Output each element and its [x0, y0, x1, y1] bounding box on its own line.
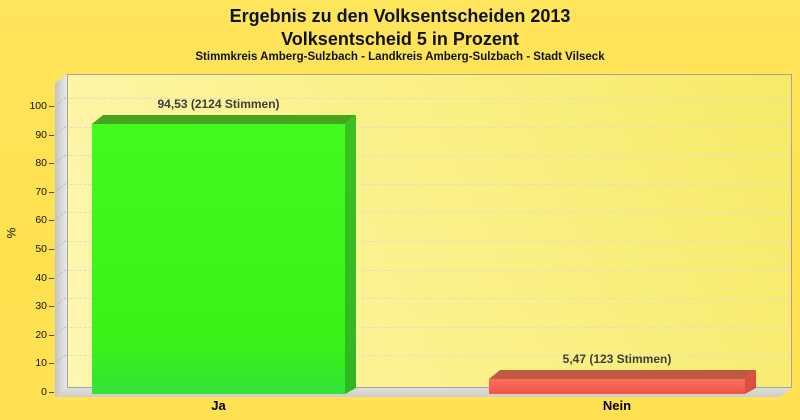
gridline-70	[69, 184, 791, 185]
y-tick-label-80: 80	[35, 157, 47, 169]
bar-ja	[92, 124, 345, 394]
y-tick-label-20: 20	[35, 329, 47, 341]
y-tick-mark	[49, 135, 54, 136]
bar-nein-value-label: 5,47 (123 Stimmen)	[562, 352, 672, 366]
plot-floor	[55, 388, 792, 397]
y-tick-label-50: 50	[35, 243, 47, 255]
gridline-50	[69, 241, 791, 242]
y-tick-mark	[49, 163, 54, 164]
category-label-nein: Nein	[602, 398, 632, 413]
y-tick-mark	[49, 249, 54, 250]
y-tick-mark	[49, 106, 54, 107]
bar-nein	[489, 379, 745, 394]
y-tick-label-10: 10	[35, 357, 47, 369]
y-tick-label-60: 60	[35, 214, 47, 226]
y-axis-label: %	[4, 227, 19, 239]
bar-ja-value-label: 94,53 (2124 Stimmen)	[157, 97, 280, 111]
category-label-ja: Ja	[211, 398, 226, 413]
y-tick-mark	[49, 278, 54, 279]
gridline-10	[69, 355, 791, 356]
gridline-40	[69, 270, 791, 271]
y-tick-mark	[49, 392, 54, 393]
bar-nein-side-face	[745, 370, 756, 394]
y-tick-mark	[49, 363, 54, 364]
gridline-30	[69, 298, 791, 299]
y-tick-label-40: 40	[35, 272, 47, 284]
bar-nein-top-face	[489, 370, 756, 379]
gridline-60	[69, 212, 791, 213]
chart-title-line1: Ergebnis zu den Volksentscheiden 2013	[229, 6, 571, 26]
y-tick-label-70: 70	[35, 186, 47, 198]
bar-ja-side-face	[345, 115, 356, 394]
y-tick-label-90: 90	[35, 129, 47, 141]
y-tick-mark	[49, 192, 54, 193]
chart-title-line2: Volksentscheid 5 in Prozent	[281, 29, 519, 49]
chart-subtitle: Stimmkreis Amberg-Sulzbach - Landkreis A…	[195, 51, 605, 63]
y-tick-label-0: 0	[41, 386, 47, 398]
plot-left-wall	[55, 74, 67, 397]
y-tick-mark	[49, 306, 54, 307]
gridline-90	[69, 127, 791, 128]
y-tick-label-30: 30	[35, 300, 47, 312]
bar-ja-top-face	[92, 115, 356, 124]
y-tick-mark	[49, 220, 54, 221]
y-tick-mark	[49, 335, 54, 336]
gridline-100	[69, 98, 791, 99]
y-tick-label-100: 100	[29, 100, 47, 112]
gridline-20	[69, 327, 791, 328]
gridline-80	[69, 155, 791, 156]
